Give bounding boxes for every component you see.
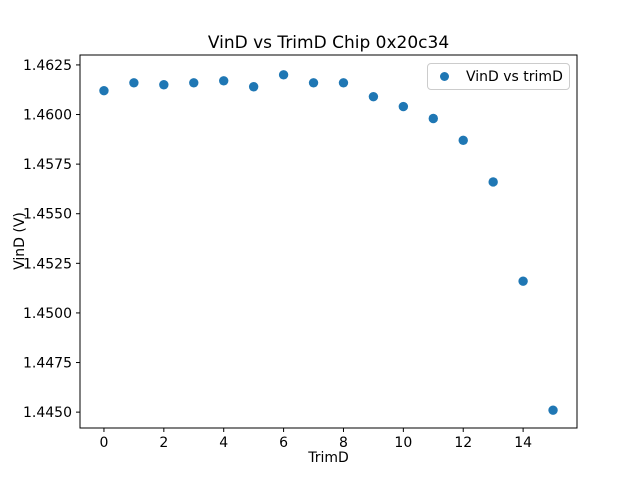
x-tick-label: 2 bbox=[159, 435, 168, 451]
x-tick-label: 10 bbox=[394, 435, 412, 451]
data-point bbox=[548, 405, 558, 415]
y-tick-label: 1.4525 bbox=[23, 256, 72, 272]
x-tick-label: 6 bbox=[279, 435, 288, 451]
data-point bbox=[99, 86, 109, 96]
data-point bbox=[219, 76, 229, 86]
chart-title: VinD vs TrimD Chip 0x20c34 bbox=[207, 33, 450, 53]
data-point bbox=[518, 276, 528, 286]
data-point bbox=[398, 101, 409, 112]
x-tick-label: 4 bbox=[219, 435, 228, 451]
y-tick-label: 1.4500 bbox=[23, 306, 72, 322]
x-axis-label: TrimD bbox=[308, 450, 349, 466]
data-point bbox=[278, 70, 289, 80]
data-point bbox=[488, 177, 498, 187]
data-point bbox=[308, 78, 319, 88]
scatter-marker-icon bbox=[440, 72, 449, 81]
x-tick-label: 14 bbox=[514, 435, 532, 451]
x-tick-label: 0 bbox=[99, 435, 108, 451]
x-tick-label: 8 bbox=[339, 435, 348, 451]
y-tick-label: 1.4575 bbox=[23, 157, 72, 173]
y-tick-label: 1.4475 bbox=[23, 356, 72, 372]
data-point bbox=[428, 113, 438, 124]
data-point bbox=[368, 91, 379, 102]
y-tick-label: 1.4600 bbox=[23, 108, 72, 124]
data-point bbox=[129, 78, 139, 88]
data-point bbox=[338, 78, 349, 88]
y-tick-label: 1.4450 bbox=[23, 405, 72, 421]
x-tick-label: 12 bbox=[454, 435, 472, 451]
data-point bbox=[189, 78, 199, 88]
data-point bbox=[458, 135, 468, 146]
axes-frame bbox=[79, 54, 578, 429]
legend-label: VinD vs trimD bbox=[466, 68, 563, 85]
data-point bbox=[248, 82, 259, 92]
y-tick-label: 1.4625 bbox=[23, 58, 72, 74]
y-tick-label: 1.4550 bbox=[23, 207, 72, 223]
legend: VinD vs trimD bbox=[427, 63, 570, 90]
y-axis-label: VinD (V) bbox=[12, 212, 28, 270]
data-point bbox=[159, 80, 169, 90]
